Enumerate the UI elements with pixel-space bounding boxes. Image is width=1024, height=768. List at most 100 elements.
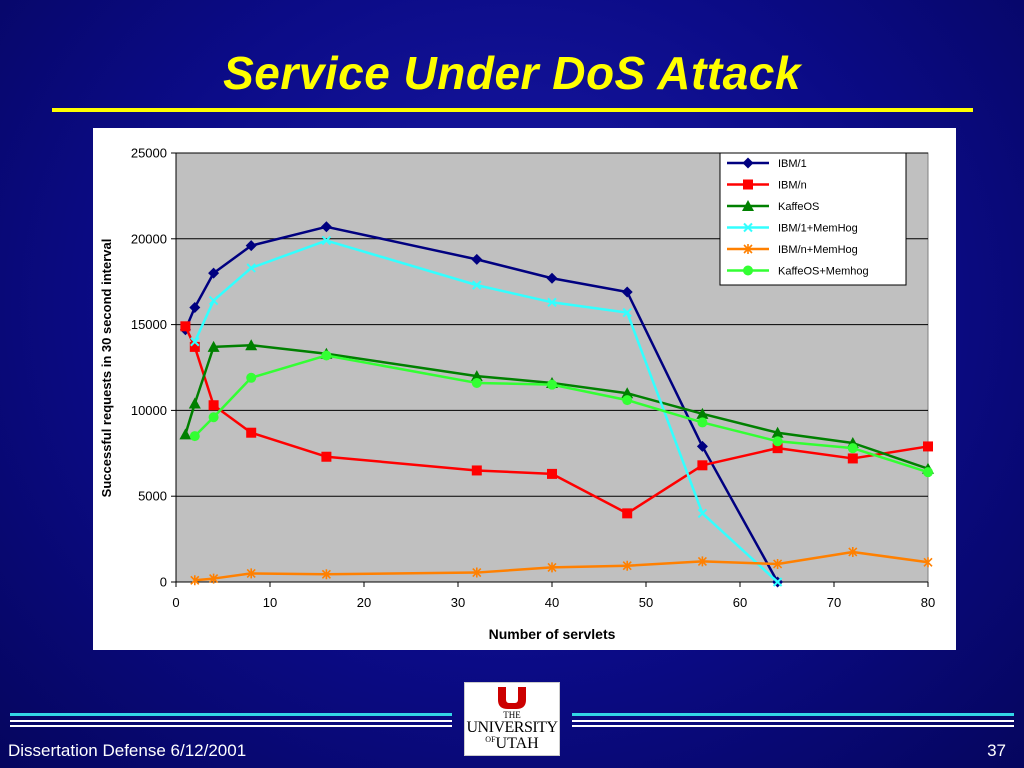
series-lines bbox=[179, 221, 934, 588]
x-tick-label: 60 bbox=[733, 595, 747, 610]
data-point bbox=[923, 467, 933, 478]
x-tick-label: 30 bbox=[451, 595, 465, 610]
series-1 bbox=[180, 321, 933, 519]
data-point bbox=[189, 301, 201, 313]
legend-label: IBM/n+MemHog bbox=[778, 244, 858, 256]
axes: 0 5000 10000 15000 20000 25000 0 10 20 30 40 50 60 70… bbox=[131, 146, 935, 611]
footer-line-left-white bbox=[10, 720, 452, 722]
data-point bbox=[321, 451, 332, 462]
legend-marker bbox=[743, 179, 753, 190]
data-point bbox=[622, 395, 633, 406]
series-4 bbox=[190, 546, 933, 586]
y-tick-label: 10000 bbox=[131, 403, 167, 418]
footer-line-right-white-2 bbox=[572, 725, 1014, 727]
legend-entry: IBM/n+MemHog bbox=[727, 244, 858, 256]
chart-panel: 0 5000 10000 15000 20000 25000 0 10 20 30 40 50 60 70… bbox=[93, 128, 956, 650]
data-point bbox=[923, 441, 933, 452]
footer-presentation-label: Dissertation Defense 6/12/2001 bbox=[8, 741, 247, 760]
data-point bbox=[190, 337, 200, 347]
legend-marker bbox=[742, 200, 754, 211]
data-point bbox=[208, 412, 219, 423]
series-3 bbox=[190, 235, 783, 587]
data-point bbox=[245, 339, 258, 351]
y-tick-label: 0 bbox=[160, 575, 167, 590]
series-line bbox=[184, 343, 929, 470]
data-point bbox=[472, 567, 482, 578]
y-tick-label: 20000 bbox=[131, 231, 167, 246]
legend-box bbox=[719, 152, 907, 286]
data-point bbox=[622, 508, 633, 519]
legend-items: IBM/1 IBM/n KaffeOS IBM/1+MemHog IBM/n+MemHo… bbox=[727, 157, 869, 278]
block-u-icon bbox=[498, 687, 526, 709]
x-axis-label: Number of servlets bbox=[489, 626, 616, 642]
data-point bbox=[547, 297, 557, 307]
legend-label: IBM/1+MemHog bbox=[778, 223, 858, 235]
title-underline bbox=[52, 108, 973, 112]
y-tick-label: 5000 bbox=[138, 489, 167, 504]
data-point bbox=[547, 379, 557, 390]
data-point bbox=[189, 431, 200, 442]
university-of-utah-logo: THE UNIVERSITY OFUTAH bbox=[464, 682, 560, 756]
data-point bbox=[320, 221, 332, 233]
logo-of: OF bbox=[485, 735, 496, 744]
logo-utah: UTAH bbox=[495, 735, 539, 752]
logo-the: THE bbox=[503, 710, 521, 720]
data-point bbox=[847, 453, 858, 464]
series-line bbox=[184, 225, 779, 583]
data-point bbox=[622, 560, 632, 571]
data-point bbox=[208, 267, 220, 279]
line-chart: 0 5000 10000 15000 20000 25000 0 10 20 30 40 50 60 70… bbox=[99, 146, 935, 643]
x-tick-label: 50 bbox=[639, 595, 653, 610]
footer-line-left-white-2 bbox=[10, 725, 452, 727]
data-point bbox=[472, 280, 482, 290]
legend-entry: IBM/1 bbox=[727, 157, 807, 170]
legend-label: KaffeOS+Memhog bbox=[778, 266, 869, 278]
data-point bbox=[246, 372, 257, 383]
data-point bbox=[696, 440, 708, 452]
data-point bbox=[321, 235, 332, 246]
data-point bbox=[179, 428, 192, 440]
data-point bbox=[697, 417, 708, 428]
data-point bbox=[471, 465, 482, 476]
legend-entry: KaffeOS+Memhog bbox=[727, 265, 869, 278]
data-point bbox=[621, 286, 633, 298]
data-point bbox=[321, 569, 331, 580]
data-point bbox=[697, 556, 707, 567]
x-tick-label: 0 bbox=[172, 595, 179, 610]
legend-marker bbox=[742, 157, 754, 169]
data-point bbox=[188, 397, 201, 409]
chart-legend: IBM/1 IBM/n KaffeOS IBM/1+MemHog IBM/n+MemHo… bbox=[719, 152, 907, 286]
data-point bbox=[697, 508, 708, 519]
series-line bbox=[184, 325, 929, 515]
data-point bbox=[180, 321, 191, 332]
data-point bbox=[207, 340, 220, 352]
series-5 bbox=[189, 350, 933, 478]
y-tick-label: 25000 bbox=[131, 146, 167, 161]
x-tick-label: 10 bbox=[263, 595, 277, 610]
data-point bbox=[246, 427, 257, 438]
legend-marker bbox=[743, 244, 753, 254]
logo-utah-line: OFUTAH bbox=[465, 736, 559, 752]
legend-entry: IBM/n bbox=[727, 179, 807, 192]
data-point bbox=[847, 443, 858, 454]
data-point bbox=[321, 350, 332, 361]
data-point bbox=[190, 575, 200, 586]
legend-marker bbox=[743, 222, 753, 233]
slide-title: Service Under DoS Attack bbox=[223, 47, 801, 99]
data-point bbox=[245, 240, 257, 252]
legend-marker bbox=[743, 265, 753, 276]
x-tick-label: 40 bbox=[545, 595, 559, 610]
slide-number: 37 bbox=[987, 741, 1006, 760]
data-point bbox=[471, 253, 483, 265]
legend-entry: KaffeOS bbox=[727, 200, 819, 213]
legend-label: IBM/n bbox=[778, 180, 807, 192]
data-point bbox=[622, 307, 632, 318]
footer-line-right bbox=[572, 713, 1014, 716]
data-point bbox=[246, 568, 256, 579]
data-point bbox=[772, 577, 783, 587]
data-point bbox=[771, 426, 784, 438]
data-point bbox=[697, 460, 708, 471]
data-point bbox=[772, 443, 783, 454]
x-tick-label: 70 bbox=[827, 595, 841, 610]
data-point bbox=[923, 557, 933, 568]
